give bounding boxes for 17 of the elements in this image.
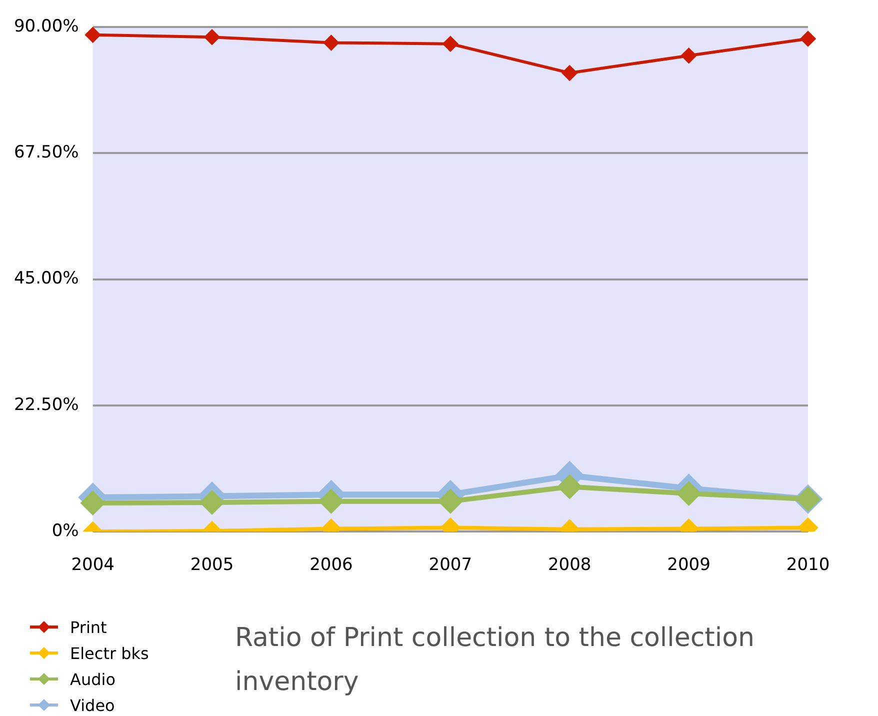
legend-label: Audio — [70, 670, 116, 688]
y-tick-label: 90.00% — [14, 16, 79, 36]
legend-label: Electr bks — [70, 644, 149, 662]
y-tick-label: 22.50% — [14, 394, 79, 415]
x-tick-label: 2008 — [548, 555, 592, 576]
legend-label: Print — [70, 618, 107, 636]
x-tick-label: 2007 — [428, 555, 472, 576]
x-tick-label: 2010 — [786, 555, 830, 576]
y-tick-label: 67.50% — [14, 142, 79, 163]
y-tick-label: 0% — [52, 521, 79, 542]
x-tick-label: 2009 — [667, 555, 710, 576]
text: Ratio of Print collection to the collection inventory — [235, 622, 756, 699]
legend-label: Video — [70, 696, 115, 714]
x-tick-label: 2004 — [71, 555, 114, 576]
y-tick-label: 45.00% — [14, 268, 79, 289]
x-tick-label: 2005 — [190, 555, 234, 576]
x-tick-label: 2006 — [310, 555, 353, 576]
